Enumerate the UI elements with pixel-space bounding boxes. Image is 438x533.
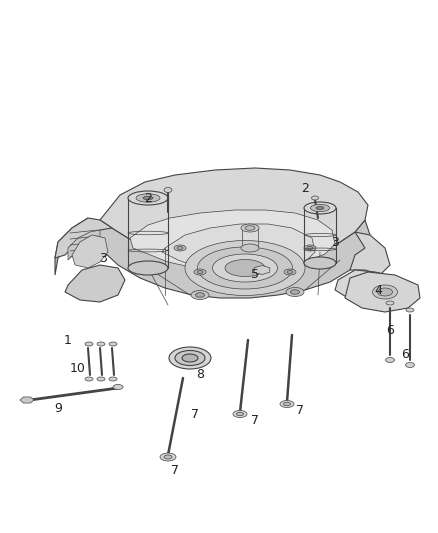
Ellipse shape [385,358,395,362]
Ellipse shape [212,254,278,282]
Ellipse shape [286,287,304,296]
Text: 8: 8 [196,368,204,382]
Ellipse shape [304,245,316,251]
Text: 7: 7 [251,414,259,426]
Ellipse shape [191,290,209,300]
Ellipse shape [287,271,293,273]
Ellipse shape [175,351,205,366]
Ellipse shape [316,206,324,209]
Polygon shape [130,210,335,270]
Ellipse shape [197,271,203,273]
Ellipse shape [174,245,186,251]
Ellipse shape [233,410,247,417]
Ellipse shape [307,246,313,249]
Ellipse shape [241,244,259,252]
Text: 5: 5 [251,269,259,281]
Polygon shape [96,220,370,298]
Ellipse shape [182,354,198,362]
Text: 2: 2 [301,182,309,195]
Text: 10: 10 [70,361,86,375]
Text: 6: 6 [386,324,394,336]
Ellipse shape [85,377,93,381]
Ellipse shape [160,453,176,461]
Ellipse shape [304,202,336,214]
Ellipse shape [177,246,183,249]
Ellipse shape [195,293,205,297]
Polygon shape [55,218,112,258]
Ellipse shape [128,191,168,205]
Ellipse shape [304,257,336,269]
Ellipse shape [169,347,211,369]
Ellipse shape [136,194,160,202]
Ellipse shape [164,188,172,192]
Ellipse shape [109,377,117,381]
Ellipse shape [97,377,105,381]
Ellipse shape [406,362,414,367]
Polygon shape [72,235,108,268]
Ellipse shape [97,342,105,346]
Ellipse shape [311,196,318,200]
Ellipse shape [109,342,117,346]
Ellipse shape [378,288,392,296]
Ellipse shape [311,204,330,212]
Polygon shape [350,232,390,275]
Ellipse shape [113,384,123,390]
Ellipse shape [185,240,305,295]
Ellipse shape [237,412,244,416]
Ellipse shape [386,301,394,305]
Ellipse shape [143,196,153,200]
Ellipse shape [225,260,265,277]
Text: 4: 4 [374,284,382,296]
Ellipse shape [280,400,294,408]
Text: 3: 3 [331,236,339,248]
Ellipse shape [284,269,296,275]
Ellipse shape [290,290,300,294]
Polygon shape [20,397,34,403]
Polygon shape [254,265,270,274]
Polygon shape [162,224,315,272]
Ellipse shape [198,247,293,289]
Text: 7: 7 [171,464,179,477]
Ellipse shape [283,402,290,406]
Ellipse shape [85,342,93,346]
Polygon shape [65,265,125,302]
Ellipse shape [164,455,172,459]
Polygon shape [68,230,100,260]
Ellipse shape [245,226,255,230]
Polygon shape [345,272,420,312]
Text: 1: 1 [64,334,72,346]
Ellipse shape [128,261,168,275]
Ellipse shape [406,308,414,312]
Text: 7: 7 [296,403,304,416]
Ellipse shape [241,224,259,232]
Text: 7: 7 [191,408,199,422]
Polygon shape [55,218,88,275]
Text: 3: 3 [99,252,107,264]
Ellipse shape [372,285,398,299]
Text: 6: 6 [401,349,409,361]
Text: 2: 2 [144,191,152,205]
Ellipse shape [194,269,206,275]
Polygon shape [100,168,368,260]
Text: 9: 9 [54,401,62,415]
Polygon shape [335,270,412,305]
